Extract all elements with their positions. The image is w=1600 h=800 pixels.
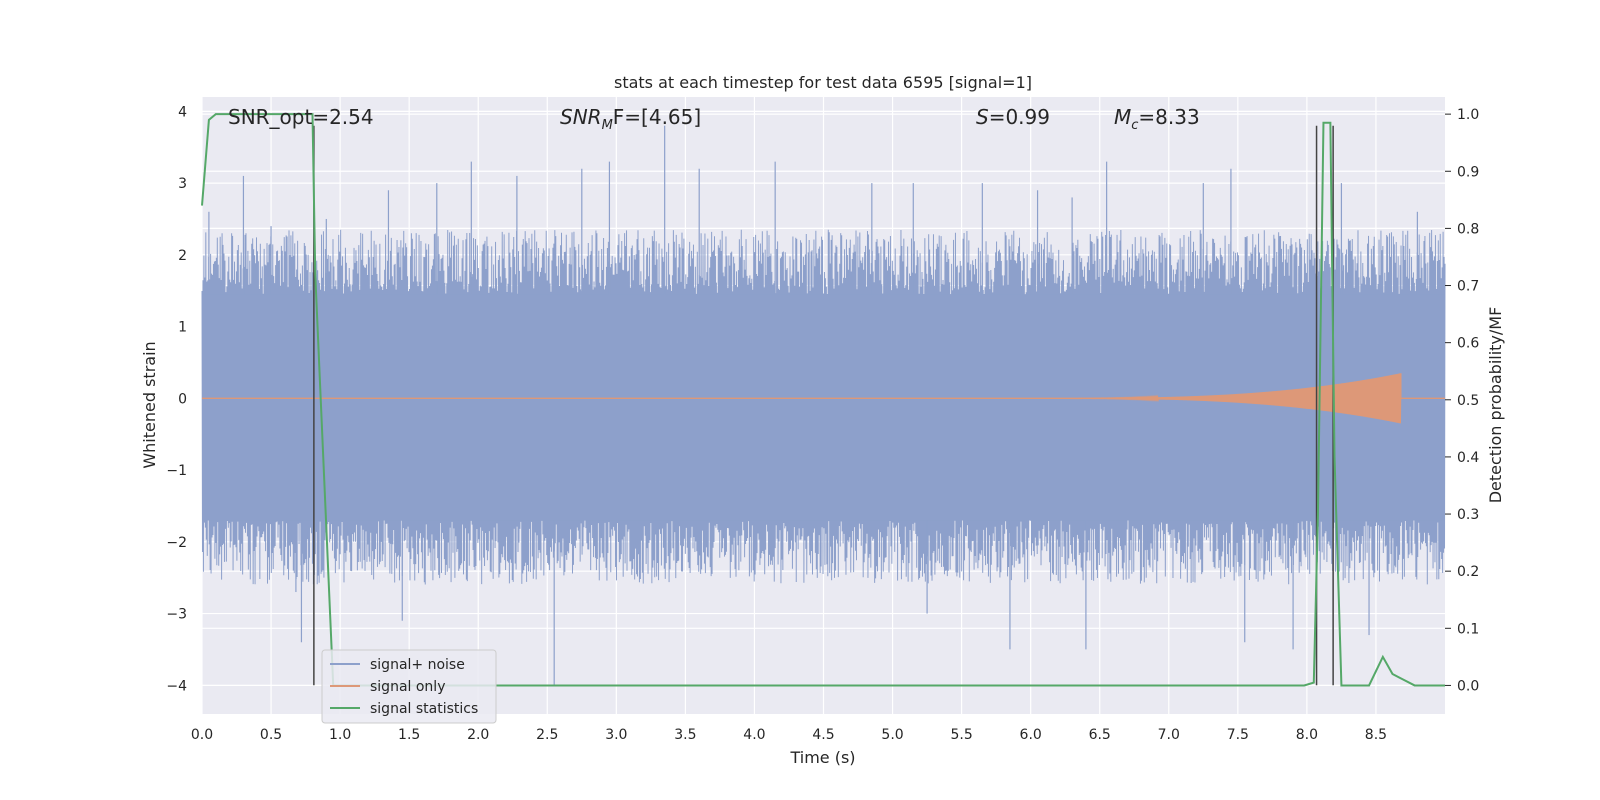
annotation-snr-opt: SNR_opt=2.54 (228, 105, 374, 129)
y-right-tick-label: 0.8 (1457, 221, 1479, 237)
y-left-tick-label: 4 (178, 104, 187, 120)
y-left-tick-label: 3 (178, 176, 187, 192)
annotation-s-main: S (976, 105, 989, 129)
y-axis-right-ticks: 0.0 0.1 0.2 0.3 0.4 0.5 0.6 0.7 0.8 0.9 1.0 (1445, 107, 1479, 694)
x-tick-label: 7.5 (1227, 727, 1249, 743)
x-axis-ticks: 0.0 0.5 1.0 1.5 2.0 2.5 3.0 3.5 4.0 4.5 5.0 5.5 6.0 6… (191, 727, 1387, 743)
y-left-tick-label: −1 (166, 463, 187, 479)
signal-only-series (202, 373, 1445, 424)
y-right-tick-label: 0.6 (1457, 336, 1479, 352)
y-left-tick-label: 0 (178, 391, 187, 407)
y-right-tick-label: 0.5 (1457, 393, 1479, 409)
annotation-snr-mf-main: SNR (560, 105, 602, 129)
x-tick-label: 2.0 (467, 727, 489, 743)
x-axis-label: Time (s) (789, 748, 855, 767)
x-tick-label: 4.5 (812, 727, 834, 743)
y-right-tick-label: 1.0 (1457, 107, 1479, 123)
annotation-snr-mf-rest: F=[4.65] (613, 105, 701, 129)
y-right-tick-label: 0.2 (1457, 564, 1479, 580)
y-left-tick-label: −4 (166, 678, 187, 694)
annotation-mc-sub: c (1131, 118, 1138, 133)
y-right-tick-label: 0.7 (1457, 279, 1479, 295)
y-right-tick-label: 0.0 (1457, 678, 1479, 694)
legend-box (321, 649, 497, 724)
annotation-mc: Mc=8.33 (1114, 105, 1200, 133)
x-tick-label: 8.5 (1365, 727, 1387, 743)
annotation-s: S=0.99 (976, 105, 1050, 129)
x-tick-label: 1.0 (329, 727, 351, 743)
chart-title: stats at each timestep for test data 659… (614, 73, 1032, 92)
x-tick-label: 3.0 (605, 727, 627, 743)
x-tick-label: 0.0 (191, 727, 213, 743)
legend-label-signal-only: signal only (370, 679, 445, 695)
legend: signal+ noise signal only signal statist… (321, 649, 497, 724)
y-right-tick-label: 0.3 (1457, 507, 1479, 523)
y-right-tick-label: 0.1 (1457, 621, 1479, 637)
x-tick-label: 0.5 (260, 727, 282, 743)
x-tick-label: 5.5 (950, 727, 972, 743)
x-tick-label: 8.0 (1296, 727, 1318, 743)
legend-label-signal-statistics: signal statistics (370, 701, 478, 717)
x-tick-label: 3.5 (674, 727, 696, 743)
x-tick-label: 6.5 (1089, 727, 1111, 743)
y-left-tick-label: −2 (166, 535, 187, 551)
signal-noise-core (202, 294, 1445, 521)
x-tick-label: 5.0 (881, 727, 903, 743)
y-right-tick-label: 0.9 (1457, 164, 1479, 180)
signal-statistics-series (201, 113, 1445, 687)
annotation-snr-mf-sub: M (602, 118, 613, 133)
signal-noise-series (201, 125, 1446, 686)
y-left-tick-label: 2 (178, 248, 187, 264)
annotation-s-rest: =0.99 (989, 105, 1050, 129)
x-tick-label: 2.5 (536, 727, 558, 743)
legend-label-signal-noise: signal+ noise (370, 657, 465, 673)
annotation-snr-mf: SNRMF=[4.65] (560, 105, 701, 133)
y-left-tick-label: 1 (178, 320, 187, 336)
x-tick-label: 4.0 (743, 727, 765, 743)
y-axis-right-label: Detection probability/MF (1486, 307, 1505, 504)
x-tick-label: 7.0 (1158, 727, 1180, 743)
y-left-tick-label: −3 (166, 607, 187, 623)
x-tick-label: 6.0 (1020, 727, 1042, 743)
y-axis-left-label: Whitened strain (140, 341, 159, 468)
y-right-tick-label: 0.4 (1457, 450, 1479, 466)
signal-statistics-line (201, 113, 1445, 687)
x-tick-label: 1.5 (398, 727, 420, 743)
annotation-mc-main: M (1114, 105, 1131, 129)
signal-only-line (202, 373, 1445, 424)
y-axis-left-ticks: −4 −3 −2 −1 0 1 2 3 4 (166, 104, 187, 694)
annotation-mc-rest: =8.33 (1138, 105, 1199, 129)
